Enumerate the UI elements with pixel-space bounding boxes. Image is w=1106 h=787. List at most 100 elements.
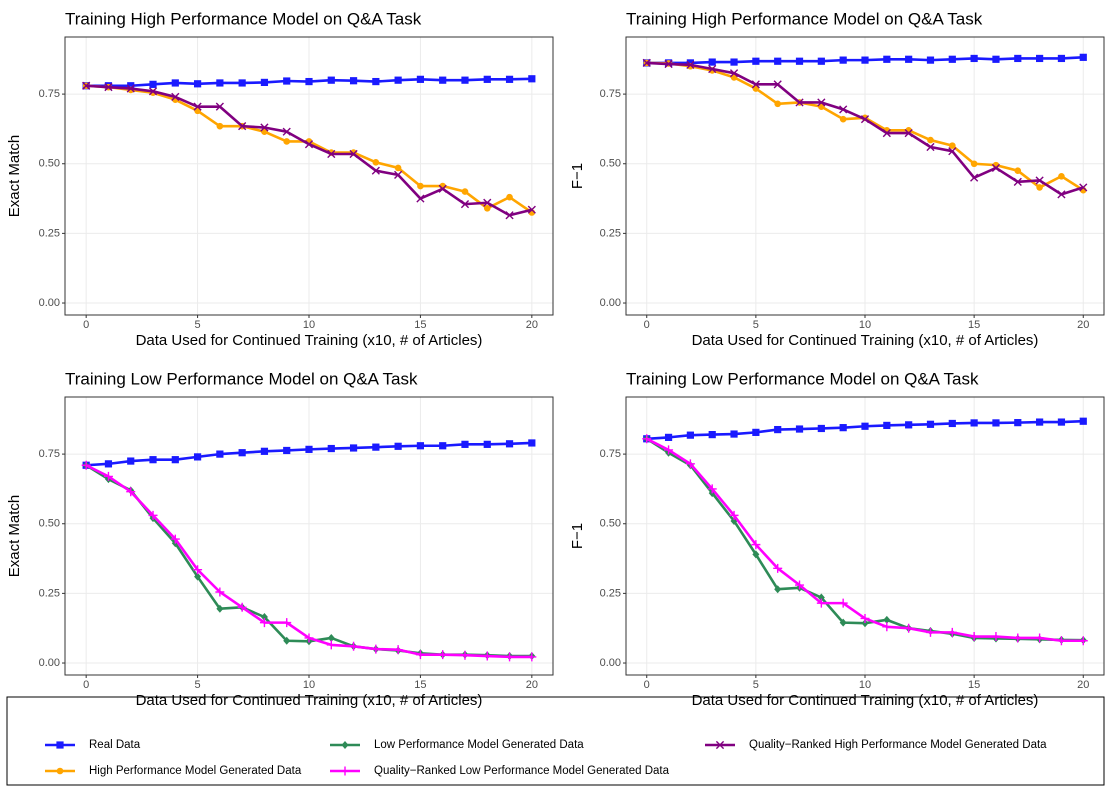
marker xyxy=(305,77,313,86)
marker xyxy=(127,457,135,465)
marker xyxy=(1014,167,1022,175)
marker xyxy=(817,424,825,433)
marker xyxy=(259,618,269,628)
x-tick-label: 0 xyxy=(83,319,89,331)
x-tick-label: 0 xyxy=(644,319,650,331)
legend-marker xyxy=(715,740,725,750)
marker xyxy=(795,57,804,65)
marker xyxy=(527,652,537,662)
x-tick-label: 10 xyxy=(859,319,871,331)
plot-border xyxy=(625,36,1105,316)
y-tick-label: 0.25 xyxy=(600,227,621,239)
marker xyxy=(882,622,892,632)
marker xyxy=(752,550,760,559)
marker xyxy=(283,138,291,145)
marker xyxy=(991,163,1001,173)
x-axis-label: Data Used for Continued Training (x10, #… xyxy=(692,692,1039,709)
marker xyxy=(947,627,957,637)
legend-label: Real Data xyxy=(89,739,141,751)
marker xyxy=(1035,633,1045,643)
marker xyxy=(708,58,716,66)
marker xyxy=(773,80,782,89)
legend-marker xyxy=(56,767,64,775)
marker xyxy=(1079,53,1087,61)
marker xyxy=(795,98,804,107)
y-tick-label: 0.50 xyxy=(600,518,621,530)
y-tick-label: 0.50 xyxy=(39,518,60,530)
marker xyxy=(260,78,269,87)
marker xyxy=(1036,418,1044,426)
marker xyxy=(372,443,380,451)
marker xyxy=(708,64,717,74)
marker xyxy=(416,194,425,203)
marker xyxy=(439,76,447,84)
marker xyxy=(752,428,760,436)
marker xyxy=(926,420,935,428)
marker xyxy=(905,421,913,429)
marker xyxy=(839,115,847,123)
marker xyxy=(905,55,913,63)
marker xyxy=(460,200,470,209)
marker xyxy=(304,633,314,643)
marker xyxy=(394,442,402,450)
y-axis-label: F−1 xyxy=(569,523,586,549)
marker xyxy=(193,102,202,111)
marker xyxy=(730,430,738,438)
marker xyxy=(904,129,913,138)
marker xyxy=(193,565,203,575)
marker xyxy=(193,453,202,461)
x-axis-label: Data Used for Continued Training (x10, #… xyxy=(136,692,483,709)
marker xyxy=(839,424,847,432)
x-tick-label: 0 xyxy=(83,679,89,691)
marker xyxy=(664,445,674,455)
marker xyxy=(237,602,247,612)
x-axis-label: Data Used for Continued Training (x10, #… xyxy=(136,332,483,349)
y-tick-label: 0.50 xyxy=(600,158,621,170)
plot-border xyxy=(625,396,1105,676)
x-tick-label: 15 xyxy=(414,679,426,691)
marker xyxy=(685,459,695,469)
x-axis-label: Data Used for Continued Training (x10, #… xyxy=(692,332,1039,349)
marker xyxy=(505,440,514,448)
plot-border xyxy=(64,36,554,316)
marker xyxy=(949,142,956,149)
legend-label: Quality−Ranked High Performance Model Ge… xyxy=(749,739,1047,751)
x-tick-label: 0 xyxy=(644,679,650,691)
marker xyxy=(752,57,760,65)
marker xyxy=(372,159,380,166)
marker xyxy=(839,618,847,627)
marker xyxy=(327,149,336,159)
marker xyxy=(282,618,292,628)
marker xyxy=(505,652,515,662)
marker xyxy=(1036,184,1043,191)
y-tick-label: 0.25 xyxy=(600,587,621,599)
marker xyxy=(170,534,180,544)
marker xyxy=(305,445,313,453)
marker xyxy=(795,580,805,590)
marker xyxy=(483,440,491,448)
marker xyxy=(795,425,804,433)
marker xyxy=(816,598,826,608)
y-tick-label: 0.75 xyxy=(600,88,621,100)
marker xyxy=(126,84,135,93)
marker xyxy=(460,650,470,660)
legend-label: Quality−Ranked Low Performance Model Gen… xyxy=(374,765,670,777)
marker xyxy=(948,55,956,63)
y-tick-label: 0.25 xyxy=(39,227,60,239)
plot-border xyxy=(64,396,554,676)
y-tick-label: 0.00 xyxy=(39,297,60,309)
marker xyxy=(216,450,224,458)
y-tick-label: 0.00 xyxy=(600,297,621,309)
marker xyxy=(729,69,739,78)
marker xyxy=(171,92,180,101)
marker xyxy=(282,127,291,136)
y-tick-label: 0.75 xyxy=(39,88,60,100)
marker xyxy=(1013,633,1023,643)
marker xyxy=(883,55,891,63)
marker xyxy=(349,77,358,85)
marker xyxy=(1057,190,1066,199)
marker xyxy=(1014,419,1022,427)
marker xyxy=(751,80,760,89)
marker xyxy=(1056,636,1066,646)
